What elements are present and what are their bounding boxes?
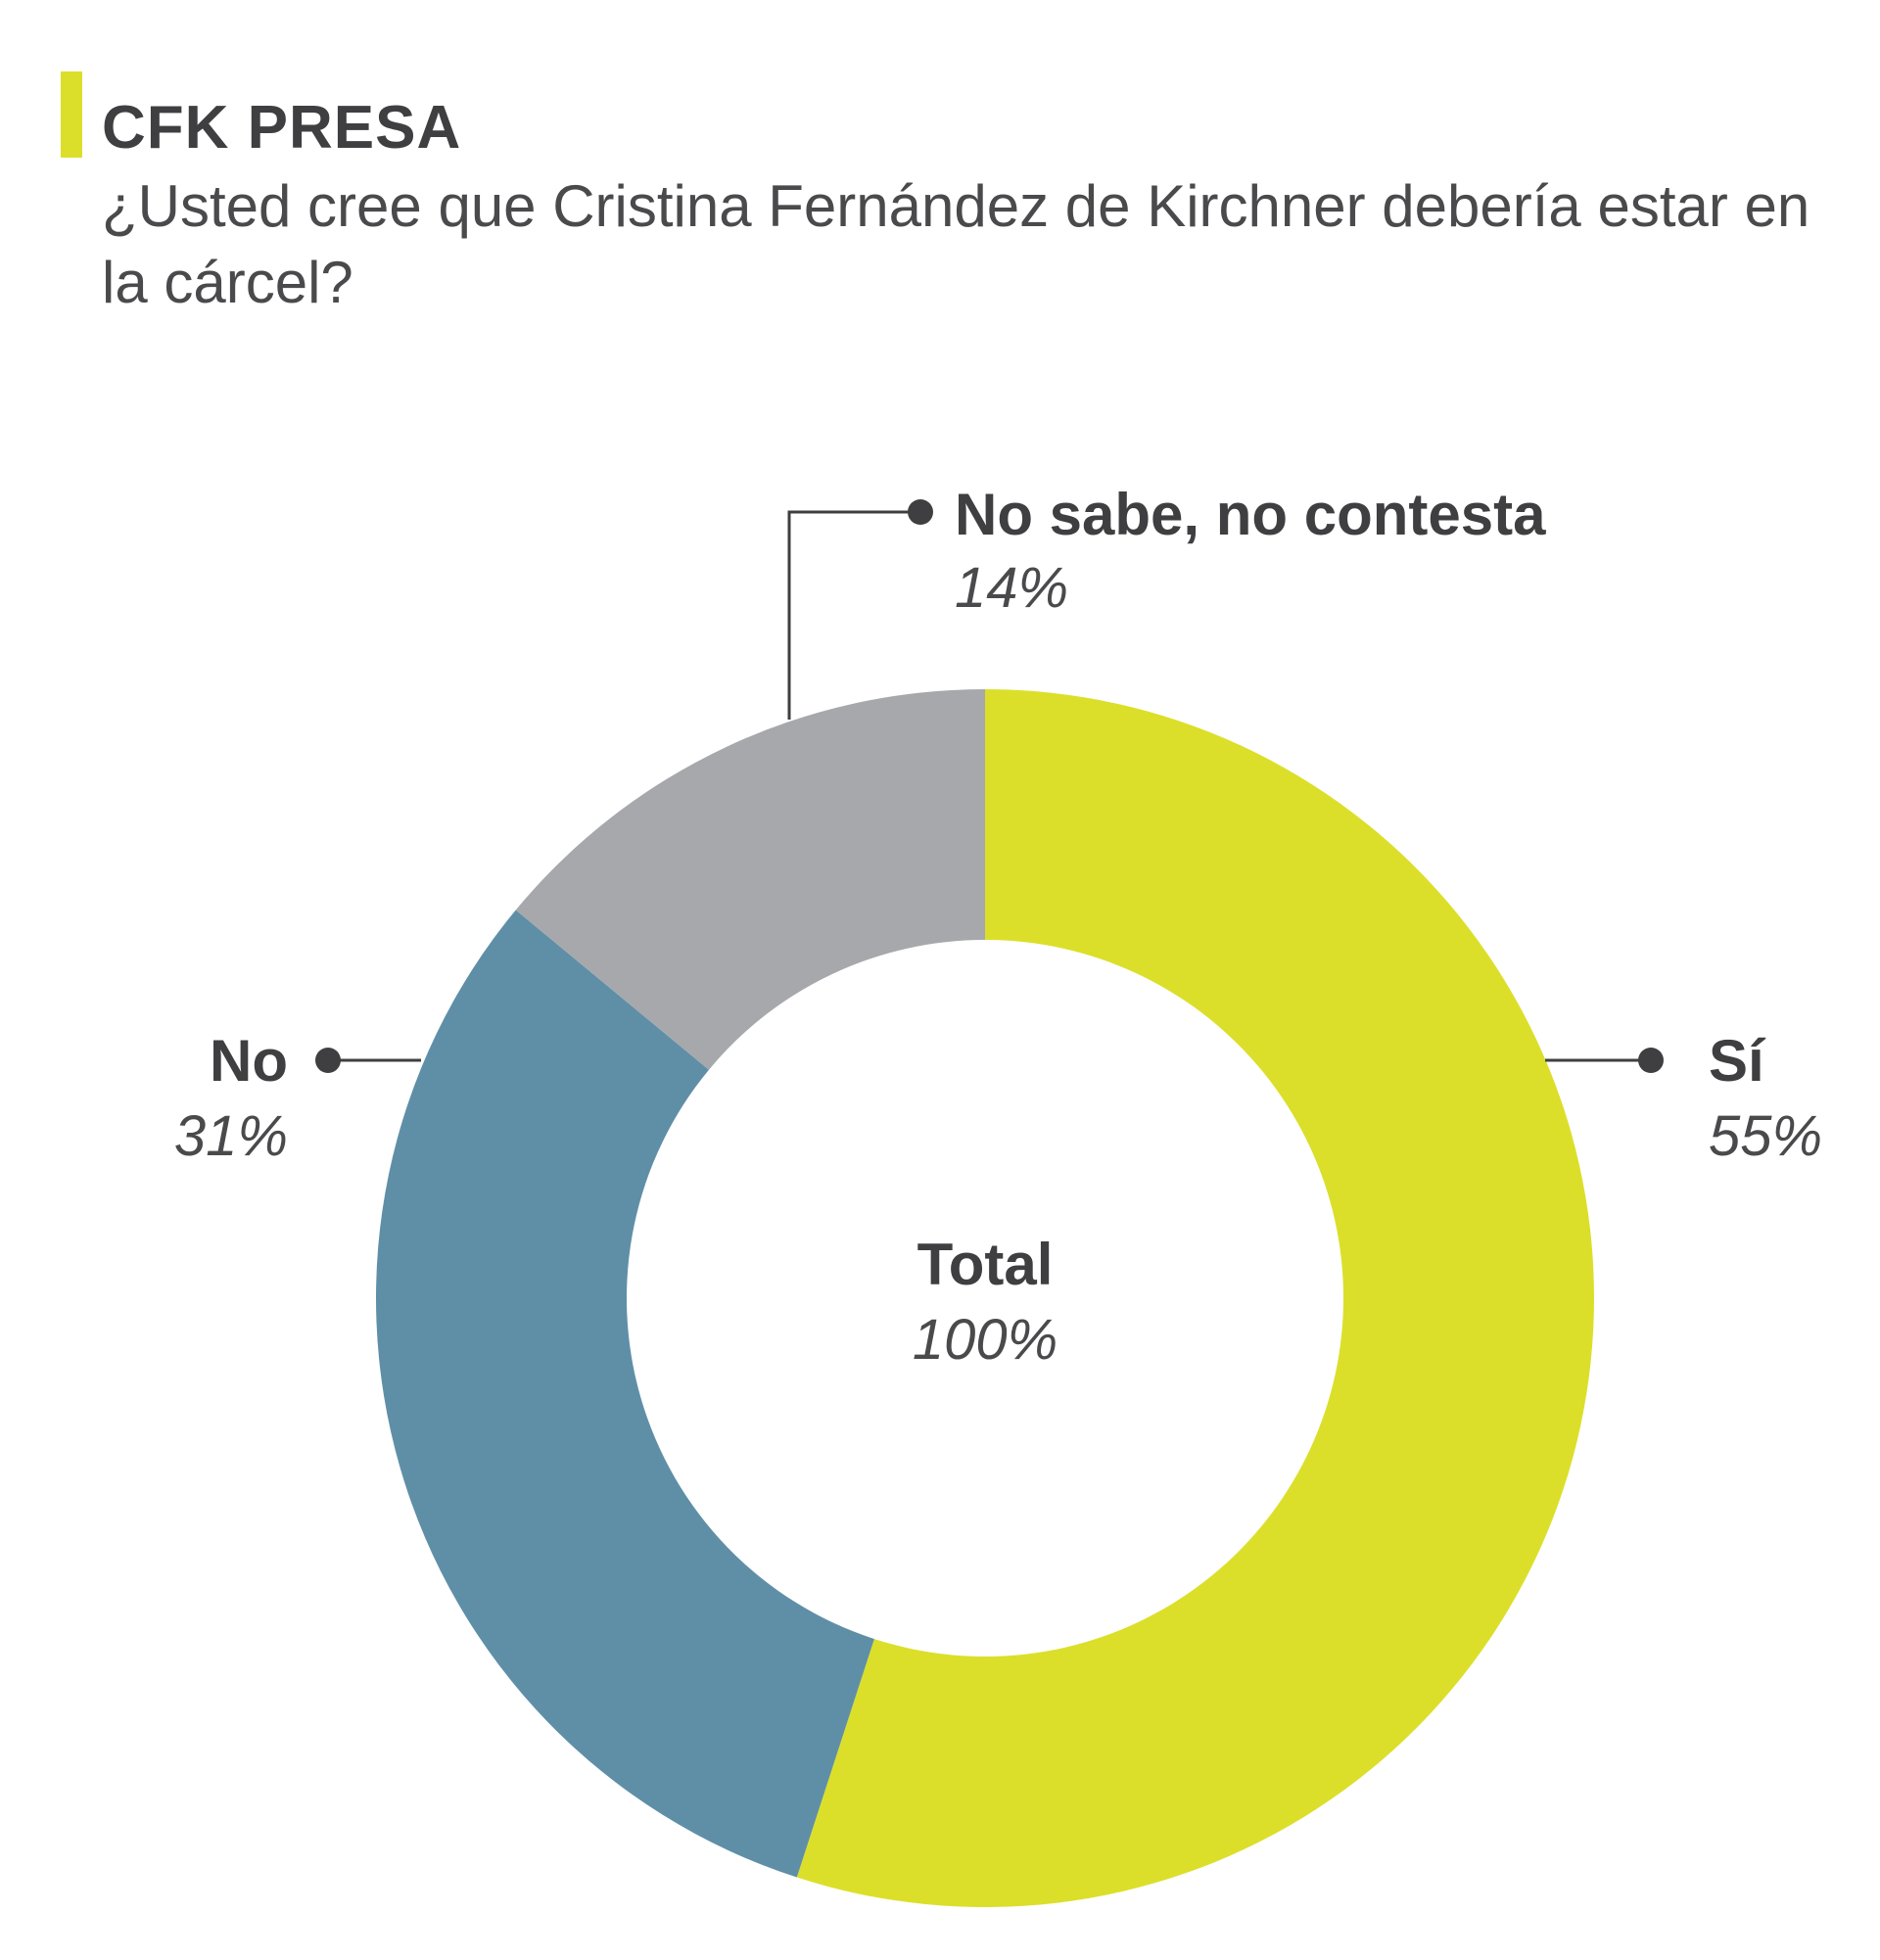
title-accent-bar: [61, 71, 82, 158]
donut-slice-1: [375, 910, 874, 1878]
leader-dot-nsnc: [908, 499, 933, 525]
slice-label-nsnc: No sabe, no contesta: [955, 482, 1546, 547]
slice-value-no: 31%: [174, 1104, 288, 1168]
slice-label-si: Sí: [1709, 1028, 1766, 1094]
center-label: Total: [917, 1232, 1054, 1297]
slice-label-no: No: [210, 1028, 288, 1094]
slice-value-si: 55%: [1709, 1104, 1822, 1168]
center-value: 100%: [913, 1308, 1058, 1372]
leader-line-nsnc: [787, 510, 920, 720]
donut-slice-0: [796, 689, 1595, 1907]
chart-subtitle: ¿Usted cree que Cristina Fernández de Ki…: [102, 173, 1810, 315]
leader-dot-si: [1638, 1048, 1664, 1073]
slice-value-nsnc: 14%: [955, 556, 1068, 620]
leader-dot-no: [315, 1048, 341, 1073]
donut-slice-2: [515, 689, 985, 1070]
chart-title: CFK PRESA: [102, 94, 462, 162]
